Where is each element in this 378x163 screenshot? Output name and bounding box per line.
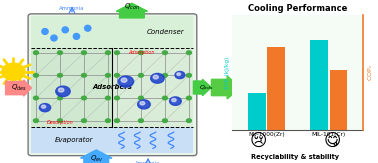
Circle shape — [56, 86, 70, 96]
Circle shape — [138, 100, 150, 109]
Circle shape — [34, 119, 39, 122]
Ellipse shape — [85, 25, 91, 31]
Circle shape — [105, 96, 110, 100]
Circle shape — [138, 96, 143, 100]
Circle shape — [57, 51, 62, 54]
Circle shape — [39, 104, 51, 112]
Circle shape — [105, 51, 110, 54]
Circle shape — [82, 74, 87, 77]
Circle shape — [140, 102, 145, 105]
Circle shape — [186, 74, 191, 77]
Circle shape — [121, 78, 127, 82]
Circle shape — [59, 88, 64, 92]
Circle shape — [115, 119, 119, 122]
Text: Evaporator: Evaporator — [54, 137, 93, 143]
Bar — [248, 93, 266, 130]
Circle shape — [186, 51, 191, 54]
Bar — [268, 47, 285, 130]
Circle shape — [163, 119, 167, 122]
Ellipse shape — [42, 29, 48, 34]
Circle shape — [82, 51, 87, 54]
FancyArrow shape — [116, 3, 148, 18]
Text: 😋: 😋 — [324, 132, 341, 150]
Circle shape — [175, 71, 185, 79]
Circle shape — [170, 97, 181, 105]
Bar — [330, 70, 347, 130]
Circle shape — [118, 76, 133, 87]
Text: 😢: 😢 — [250, 132, 267, 150]
FancyBboxPatch shape — [28, 14, 197, 156]
Circle shape — [115, 74, 119, 77]
Circle shape — [186, 96, 191, 100]
Circle shape — [57, 74, 62, 77]
FancyBboxPatch shape — [31, 127, 194, 153]
Text: Adsorbers: Adsorbers — [93, 84, 132, 90]
Text: Ammonia: Ammonia — [135, 161, 161, 163]
Text: $Q_{des}$: $Q_{des}$ — [11, 83, 26, 93]
Circle shape — [163, 74, 167, 77]
Circle shape — [115, 96, 119, 100]
Text: Adsorption: Adsorption — [129, 50, 155, 55]
Text: Recyclability & stability: Recyclability & stability — [251, 154, 339, 160]
FancyArrow shape — [211, 76, 241, 99]
Circle shape — [163, 51, 167, 54]
FancyArrow shape — [194, 79, 211, 96]
Title: Cooling Performance: Cooling Performance — [248, 3, 347, 13]
Text: $Q_{ads}$: $Q_{ads}$ — [198, 83, 213, 92]
Ellipse shape — [73, 33, 80, 39]
Circle shape — [163, 96, 167, 100]
FancyBboxPatch shape — [31, 48, 113, 127]
Circle shape — [105, 74, 110, 77]
Circle shape — [153, 75, 158, 79]
Text: $Q_{ev}$: $Q_{ev}$ — [90, 154, 103, 163]
FancyBboxPatch shape — [113, 48, 194, 127]
Circle shape — [177, 73, 181, 75]
Circle shape — [151, 73, 164, 83]
Text: Desorption: Desorption — [47, 120, 74, 125]
Bar — [310, 40, 328, 130]
FancyBboxPatch shape — [31, 16, 194, 48]
FancyArrow shape — [81, 150, 112, 163]
Ellipse shape — [62, 27, 68, 33]
Circle shape — [138, 51, 143, 54]
Circle shape — [82, 96, 87, 100]
Circle shape — [57, 96, 62, 100]
Y-axis label: SCE (kJ/kg): SCE (kJ/kg) — [225, 56, 230, 89]
Circle shape — [34, 51, 39, 54]
Circle shape — [2, 63, 25, 80]
Circle shape — [172, 98, 176, 102]
Circle shape — [115, 51, 119, 54]
Circle shape — [186, 119, 191, 122]
Text: Ammonia: Ammonia — [59, 6, 85, 11]
Circle shape — [105, 119, 110, 122]
Circle shape — [34, 96, 39, 100]
Text: Condenser: Condenser — [147, 29, 184, 35]
Circle shape — [57, 119, 62, 122]
Ellipse shape — [51, 35, 57, 41]
Circle shape — [138, 119, 143, 122]
Circle shape — [42, 105, 46, 108]
Y-axis label: COP$_c$: COP$_c$ — [366, 64, 375, 81]
Circle shape — [34, 74, 39, 77]
FancyArrow shape — [6, 80, 31, 96]
Circle shape — [138, 74, 143, 77]
Text: $Q_{con}$: $Q_{con}$ — [124, 2, 140, 12]
Circle shape — [82, 119, 87, 122]
